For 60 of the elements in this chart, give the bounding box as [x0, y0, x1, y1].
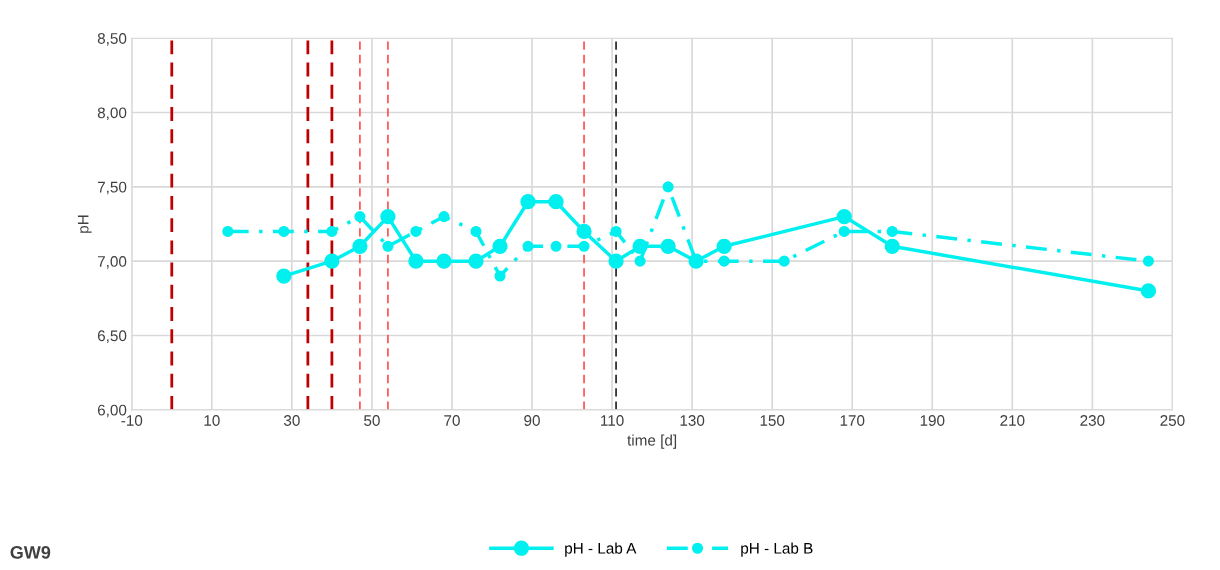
legend-label: pH - Lab B	[741, 542, 813, 557]
y-tick-label: 7,00	[97, 256, 127, 269]
x-tick-label: 230	[1080, 415, 1105, 426]
x-tick-label: 150	[760, 415, 785, 426]
point	[608, 253, 624, 269]
point	[1140, 283, 1157, 299]
point	[410, 225, 422, 237]
x-tick-label: 210	[1000, 415, 1025, 426]
y-tick-label: 8,00	[97, 107, 127, 121]
point	[1142, 255, 1154, 267]
point	[522, 240, 534, 252]
x-tick-label: 90	[524, 415, 540, 426]
point	[408, 253, 424, 269]
point	[660, 238, 676, 254]
point	[838, 225, 850, 237]
point	[886, 225, 898, 237]
point	[324, 253, 340, 269]
point	[836, 208, 852, 225]
x-tick-label: 130	[680, 415, 705, 426]
x-tick-label: 70	[444, 415, 460, 426]
point	[718, 255, 730, 267]
point	[352, 238, 368, 254]
point	[468, 253, 484, 269]
legend-label: pH - Lab A	[565, 542, 637, 557]
point	[610, 225, 622, 237]
x-tick-label: 30	[283, 415, 300, 426]
x-tick-label: 10	[204, 415, 220, 426]
x-tick-label: 190	[920, 415, 945, 426]
x-tick-label: 250	[1160, 415, 1185, 426]
point	[884, 238, 900, 254]
point	[354, 211, 366, 223]
point	[520, 194, 536, 210]
y-tick-label: 6,50	[97, 330, 127, 343]
point	[578, 240, 590, 252]
point	[276, 268, 292, 284]
point	[470, 225, 482, 237]
point	[716, 238, 732, 254]
point	[550, 240, 562, 252]
text: GW9	[10, 545, 51, 559]
point	[576, 223, 592, 240]
point	[492, 238, 508, 254]
point	[494, 270, 506, 282]
x-tick-label: 50	[364, 415, 380, 426]
y-axis-title: pH	[77, 215, 92, 233]
x-tick-label: 110	[601, 415, 624, 426]
point	[382, 240, 394, 252]
point	[222, 225, 234, 237]
point	[662, 181, 674, 193]
y-tick-label: 7,50	[97, 181, 127, 195]
point	[278, 225, 290, 237]
point	[778, 255, 790, 267]
point	[548, 194, 564, 210]
point	[436, 253, 452, 269]
point	[634, 255, 646, 267]
point	[438, 211, 450, 223]
x-tick-label: 170	[840, 415, 865, 426]
y-tick-label: 8,50	[97, 33, 127, 46]
x-axis-title: time [d]	[627, 434, 677, 449]
point	[380, 208, 396, 225]
point	[326, 225, 338, 237]
